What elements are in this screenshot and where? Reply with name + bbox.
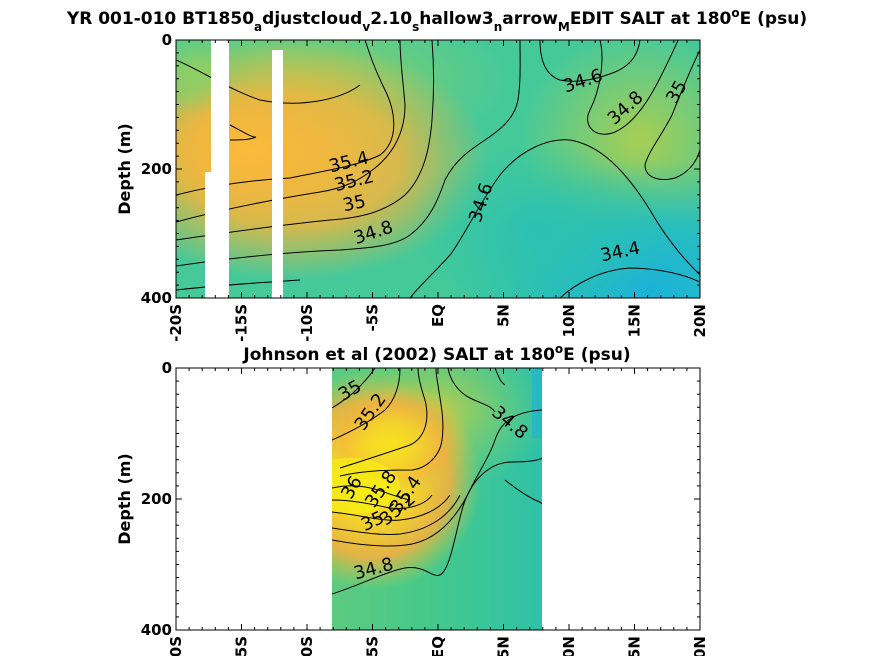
top-heatmap (176, 40, 700, 298)
x-tick-label: -10S (298, 304, 316, 342)
bottom-axis-ticks: -20S -15S -10S -5S EQ 5N 10N 15N 20N 0 200 400 (141, 359, 709, 656)
top-contours (176, 40, 700, 298)
bottom-chart-title: Johnson et al (2002) SALT at 180oE (psu) (242, 342, 630, 365)
x-tick-label: -20S (167, 636, 185, 656)
top-missing-column-1 (211, 40, 229, 298)
top-axis-ticks: -20S -15S -10S -5S EQ 5N 10N 15N 20N 0 200 400 (141, 31, 709, 342)
y-tick-label: 400 (141, 621, 172, 639)
x-tick-label: EQ (429, 636, 447, 656)
x-tick-label: -20S (167, 304, 185, 342)
x-tick-label: 10N (560, 304, 578, 337)
bottom-contours (332, 368, 542, 595)
top-missing-column-2 (205, 172, 213, 298)
x-tick-label: -15S (233, 636, 251, 656)
x-tick-label: -10S (298, 636, 316, 656)
x-tick-label: 20N (691, 304, 709, 337)
x-tick-label: 5N (495, 304, 513, 327)
x-tick-label: 5N (495, 636, 513, 656)
contour-label: 35 (341, 191, 368, 216)
y-tick-label: 200 (141, 160, 172, 178)
x-tick-label: 10N (560, 636, 578, 656)
bottom-panel: Johnson et al (2002) SALT at 180oE (psu) (115, 342, 709, 656)
top-chart-title: YR 001-010 BT1850adjustcloudv2.10shallow… (66, 6, 807, 34)
top-panel: YR 001-010 BT1850adjustcloudv2.10shallow… (66, 6, 807, 342)
x-tick-label: -15S (233, 304, 251, 342)
top-missing-data (205, 40, 283, 298)
x-tick-label: EQ (429, 304, 447, 327)
x-tick-label: -5S (364, 304, 382, 331)
y-tick-label: 0 (162, 359, 172, 377)
x-tick-label: 20N (691, 636, 709, 656)
y-tick-label: 200 (141, 490, 172, 508)
y-tick-label: 0 (162, 31, 172, 49)
top-missing-column-3 (272, 50, 283, 298)
bottom-y-axis-label: Depth (m) (115, 453, 134, 545)
x-tick-label: 15N (626, 304, 644, 337)
bottom-heatmap (332, 368, 542, 630)
y-tick-label: 400 (141, 289, 172, 307)
x-tick-label: 15N (626, 636, 644, 656)
top-y-axis-label: Depth (m) (115, 123, 134, 215)
x-tick-label: -5S (364, 636, 382, 656)
